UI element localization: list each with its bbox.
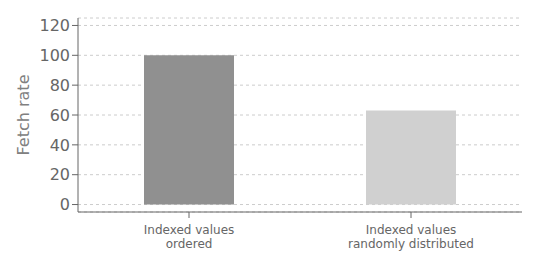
svg-text:20: 20 bbox=[50, 165, 70, 184]
svg-text:80: 80 bbox=[50, 76, 70, 95]
svg-text:40: 40 bbox=[50, 136, 70, 155]
svg-text:Indexed valuesordered: Indexed valuesordered bbox=[144, 223, 235, 251]
svg-text:0: 0 bbox=[60, 195, 70, 214]
svg-text:Fetch rate: Fetch rate bbox=[14, 75, 33, 156]
svg-text:100: 100 bbox=[39, 46, 70, 65]
svg-text:60: 60 bbox=[50, 106, 70, 125]
svg-text:Indexed valuesrandomly distrib: Indexed valuesrandomly distributed bbox=[348, 223, 474, 251]
svg-text:120: 120 bbox=[39, 16, 70, 35]
